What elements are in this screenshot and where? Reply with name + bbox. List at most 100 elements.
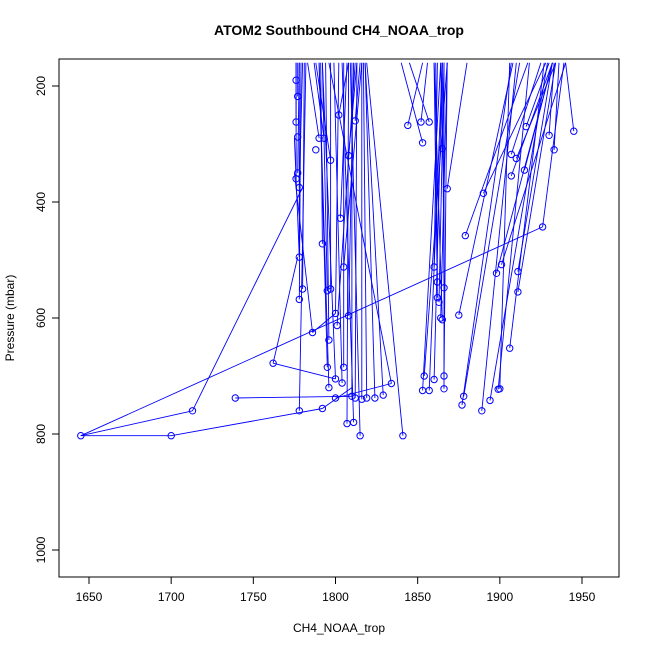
data-point	[492, 269, 501, 277]
data-point	[358, 395, 366, 403]
data-point	[570, 127, 578, 135]
data-point	[292, 175, 300, 183]
data-point	[344, 312, 353, 320]
data-point	[188, 407, 197, 415]
data-point	[545, 131, 553, 140]
data-point	[520, 166, 529, 174]
series-line-segment	[463, 62, 521, 397]
series-line-segment	[313, 62, 325, 139]
series-line-segment	[482, 62, 547, 194]
series-line-segment	[321, 62, 336, 379]
data-point	[514, 288, 522, 296]
series-line-segment	[362, 62, 368, 399]
x-axis: 1650 1700 1750 1800 1850 1900 1950	[76, 577, 596, 604]
x-tick-label: 1700	[158, 590, 185, 604]
data-point	[295, 407, 303, 415]
series-line-segment	[542, 62, 565, 227]
data-point	[371, 394, 379, 402]
series-line-segment	[354, 62, 358, 399]
series-line-segment	[510, 62, 542, 155]
data-point	[295, 295, 303, 304]
series-line-segment	[422, 62, 442, 391]
data-point	[404, 121, 412, 130]
data-point	[522, 122, 530, 131]
data-point	[538, 223, 547, 231]
data-point	[167, 432, 175, 440]
data-point	[312, 146, 320, 154]
data-point	[440, 372, 448, 380]
data-point	[231, 394, 240, 402]
y-tick-label: 1000	[34, 536, 48, 563]
data-point	[425, 386, 433, 395]
series-line-segment	[349, 62, 361, 436]
data-point	[292, 118, 300, 126]
y-tick-label: 600	[34, 308, 48, 328]
data-point	[323, 363, 331, 371]
series-line-segment	[525, 62, 550, 127]
series-line-segment	[509, 62, 545, 349]
data-point	[507, 150, 515, 159]
data-point	[478, 407, 486, 415]
data-point	[363, 394, 371, 402]
series-line-segment	[510, 62, 553, 177]
series-line-segment	[335, 62, 340, 314]
series-line-segment	[322, 387, 353, 409]
series-line-segment	[192, 187, 304, 411]
data-point	[420, 372, 428, 380]
data-point	[438, 144, 446, 153]
series-line-segment	[446, 62, 468, 189]
data-point	[333, 321, 341, 330]
series-points	[77, 76, 578, 440]
series-line-segment	[481, 62, 517, 411]
data-point	[349, 418, 358, 427]
data-point	[418, 139, 427, 147]
series-line-segment	[499, 62, 511, 389]
series-line-segment	[433, 62, 443, 380]
series-lines	[80, 62, 575, 437]
series-line-segment	[80, 410, 193, 437]
x-tick-label: 1800	[322, 590, 349, 604]
series-line-segment	[335, 383, 392, 399]
data-point	[430, 375, 438, 384]
series-line-segment	[364, 62, 376, 399]
data-point	[443, 185, 451, 193]
series-line-segment	[366, 62, 404, 436]
data-point	[430, 263, 438, 271]
data-point	[318, 240, 327, 248]
data-point	[433, 278, 442, 286]
data-point	[326, 285, 335, 293]
data-point	[331, 375, 340, 383]
series-line-segment	[407, 62, 424, 126]
y-tick-label: 800	[34, 424, 48, 444]
data-point	[294, 92, 302, 101]
data-point	[318, 404, 327, 413]
x-tick-label: 1900	[486, 590, 513, 604]
data-point	[308, 328, 317, 337]
series-line-segment	[501, 62, 567, 265]
data-point	[438, 316, 446, 324]
data-point	[440, 284, 448, 292]
data-point	[435, 298, 443, 306]
data-point	[77, 432, 85, 440]
data-point	[335, 111, 343, 119]
data-point	[295, 253, 303, 261]
data-point	[298, 285, 307, 293]
data-point	[387, 379, 396, 388]
data-point	[331, 394, 340, 402]
x-tick-label: 1750	[240, 590, 267, 604]
series-line-segment	[318, 62, 330, 388]
series-line-segment	[565, 62, 575, 132]
data-point	[425, 118, 433, 126]
data-point	[292, 76, 300, 84]
series-line-segment	[420, 62, 428, 123]
data-point	[336, 214, 345, 222]
series-line-segment	[408, 62, 430, 123]
series-line-segment	[293, 138, 300, 258]
series-line-segment	[341, 62, 355, 423]
data-point	[294, 133, 302, 141]
data-point	[440, 385, 448, 393]
data-point	[379, 391, 387, 399]
series-line-segment	[517, 62, 553, 272]
series-line-segment	[307, 62, 320, 139]
